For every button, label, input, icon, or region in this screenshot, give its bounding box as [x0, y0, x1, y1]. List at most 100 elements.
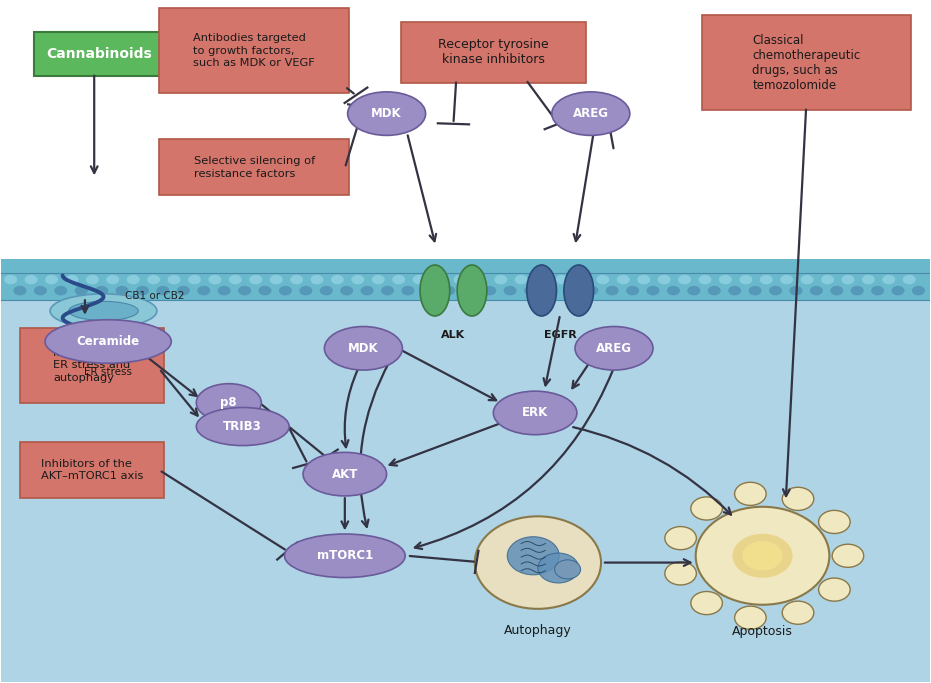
- Circle shape: [821, 275, 834, 284]
- Circle shape: [209, 275, 222, 284]
- Text: Ceramide: Ceramide: [76, 335, 140, 348]
- Text: Classical
chemotherapeutic
drugs, such as
temozolomide: Classical chemotherapeutic drugs, such a…: [752, 33, 861, 92]
- Circle shape: [830, 286, 843, 295]
- Circle shape: [735, 606, 766, 629]
- Circle shape: [810, 286, 823, 295]
- Circle shape: [442, 286, 455, 295]
- Circle shape: [719, 275, 732, 284]
- Circle shape: [646, 286, 659, 295]
- Circle shape: [463, 286, 476, 295]
- Circle shape: [617, 275, 629, 284]
- Circle shape: [691, 497, 722, 520]
- Circle shape: [782, 487, 814, 510]
- Ellipse shape: [285, 534, 405, 578]
- Circle shape: [250, 275, 263, 284]
- Circle shape: [597, 275, 610, 284]
- Circle shape: [782, 601, 814, 624]
- Text: ERK: ERK: [522, 406, 548, 419]
- Circle shape: [24, 275, 37, 284]
- Circle shape: [555, 560, 581, 579]
- Circle shape: [188, 275, 201, 284]
- Circle shape: [687, 286, 700, 295]
- Circle shape: [678, 275, 691, 284]
- Circle shape: [743, 541, 783, 570]
- Text: Inhibitors of the
AKT–mTORC1 axis: Inhibitors of the AKT–mTORC1 axis: [41, 459, 143, 482]
- Circle shape: [524, 286, 537, 295]
- Circle shape: [667, 286, 680, 295]
- Ellipse shape: [564, 265, 594, 316]
- Ellipse shape: [45, 320, 171, 363]
- Circle shape: [637, 275, 650, 284]
- Circle shape: [401, 286, 414, 295]
- Circle shape: [708, 286, 721, 295]
- Circle shape: [515, 275, 528, 284]
- Circle shape: [698, 275, 711, 284]
- Circle shape: [818, 510, 850, 533]
- Circle shape: [54, 286, 67, 295]
- Bar: [1, 259, 930, 300]
- Text: Selective silencing of
resistance factors: Selective silencing of resistance factor…: [194, 156, 315, 178]
- Circle shape: [238, 286, 251, 295]
- Circle shape: [780, 275, 793, 284]
- Ellipse shape: [575, 326, 653, 370]
- Text: mTORC1: mTORC1: [317, 549, 373, 562]
- Ellipse shape: [552, 92, 629, 135]
- Text: ALK: ALK: [441, 330, 466, 340]
- Circle shape: [586, 286, 599, 295]
- Circle shape: [412, 275, 425, 284]
- Circle shape: [86, 275, 99, 284]
- Circle shape: [340, 286, 353, 295]
- Ellipse shape: [304, 452, 386, 496]
- Circle shape: [259, 286, 272, 295]
- Circle shape: [749, 286, 762, 295]
- FancyBboxPatch shape: [20, 328, 164, 403]
- Circle shape: [538, 553, 579, 583]
- Circle shape: [197, 286, 210, 295]
- Ellipse shape: [50, 294, 156, 328]
- FancyBboxPatch shape: [34, 32, 164, 76]
- Circle shape: [177, 286, 190, 295]
- Circle shape: [818, 578, 850, 601]
- Circle shape: [842, 275, 855, 284]
- Circle shape: [483, 286, 496, 295]
- Circle shape: [351, 275, 364, 284]
- Ellipse shape: [420, 265, 450, 316]
- Circle shape: [381, 286, 394, 295]
- Circle shape: [606, 286, 619, 295]
- Circle shape: [270, 275, 283, 284]
- Text: Autophagy: Autophagy: [504, 624, 572, 637]
- Circle shape: [136, 286, 149, 295]
- Circle shape: [34, 286, 47, 295]
- Circle shape: [474, 275, 487, 284]
- Circle shape: [665, 562, 696, 585]
- Circle shape: [453, 275, 466, 284]
- Circle shape: [4, 275, 17, 284]
- Circle shape: [728, 286, 741, 295]
- Circle shape: [360, 286, 373, 295]
- Text: AREG: AREG: [596, 342, 632, 354]
- Circle shape: [147, 275, 160, 284]
- Circle shape: [106, 275, 119, 284]
- Text: Inducers of
ER stress and
autophagy: Inducers of ER stress and autophagy: [53, 348, 130, 382]
- Circle shape: [576, 275, 589, 284]
- Text: MDK: MDK: [371, 107, 402, 120]
- Circle shape: [535, 275, 548, 284]
- Circle shape: [695, 507, 830, 604]
- Circle shape: [504, 286, 517, 295]
- Text: Cannabinoids: Cannabinoids: [46, 47, 152, 61]
- Circle shape: [760, 275, 773, 284]
- Circle shape: [789, 286, 803, 295]
- Text: Antibodies targeted
to growth factors,
such as MDK or VEGF: Antibodies targeted to growth factors, s…: [194, 33, 316, 68]
- Circle shape: [229, 275, 242, 284]
- Ellipse shape: [196, 408, 290, 445]
- Circle shape: [903, 275, 916, 284]
- Circle shape: [733, 533, 792, 578]
- FancyBboxPatch shape: [159, 8, 349, 93]
- Circle shape: [739, 275, 752, 284]
- Circle shape: [545, 286, 558, 295]
- Circle shape: [156, 286, 169, 295]
- FancyBboxPatch shape: [400, 22, 587, 83]
- Circle shape: [862, 275, 875, 284]
- Circle shape: [319, 286, 332, 295]
- Circle shape: [657, 275, 670, 284]
